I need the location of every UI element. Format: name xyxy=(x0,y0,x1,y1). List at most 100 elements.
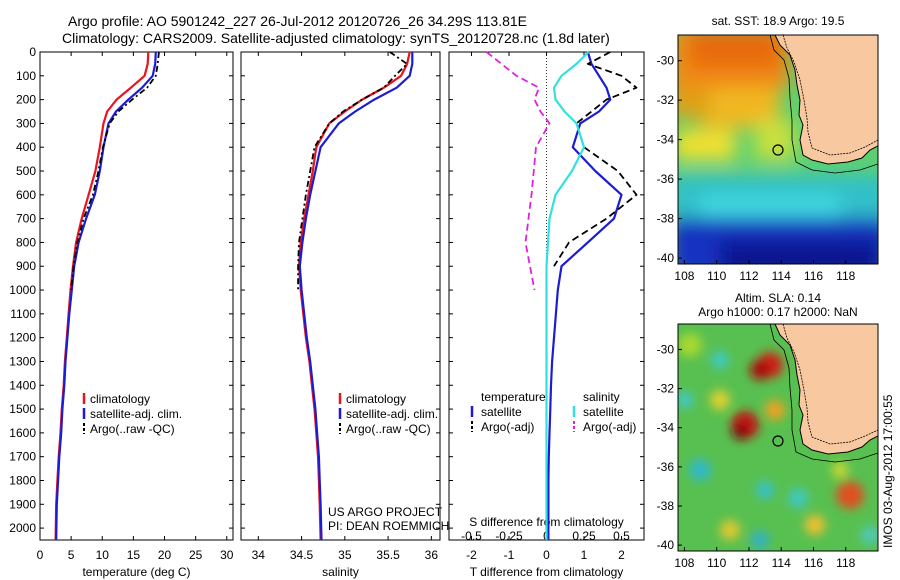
sla-map-axes: 108 110 112 114 116 118 -30 -32 -34 -36 -38 -40 xyxy=(657,342,856,570)
y-tick-label: 1200 xyxy=(9,331,36,345)
legend-label-argo: Argo(..raw -QC) xyxy=(346,422,431,436)
legend-label-climatology: climatology xyxy=(346,392,406,406)
legend-label-t-argo: Argo(-adj) xyxy=(481,420,534,434)
x-tick-label: 35 xyxy=(338,548,352,562)
series-line-satellite-adj-clim- xyxy=(55,51,157,541)
legend-label-s-argo: Argo(-adj) xyxy=(583,420,636,434)
y-tick-label: 2000 xyxy=(9,521,36,535)
x-tick-label: 25 xyxy=(189,548,203,562)
map-x-tick-label: 116 xyxy=(804,269,823,283)
temperature-plot-frame xyxy=(39,51,234,541)
salinity-profile-plot: 34 34.5 35 35.5 36 salinity xyxy=(240,51,441,579)
x-tick-label: 0 xyxy=(37,548,44,562)
y-tick-label: 1500 xyxy=(9,402,36,416)
legend-label-satellite-adj: satellite-adj. clim. xyxy=(90,407,182,421)
x-tick-label: 1 xyxy=(581,548,588,562)
sst-map-title: sat. SST: 18.9 Argo: 19.5 xyxy=(712,14,845,28)
temperature-legend: climatology satellite-adj. clim. Argo(..… xyxy=(82,392,182,436)
x-axis-label: salinity xyxy=(322,565,359,579)
series-line-climatology xyxy=(54,51,150,541)
sla-map: Altim. SLA: 0.14 Argo h1000: 0.17 h2000:… xyxy=(657,291,879,570)
map-x-tick-label: 112 xyxy=(739,269,758,283)
x-tick-label: 34.5 xyxy=(290,548,314,562)
y-tick-label: 400 xyxy=(16,140,36,154)
legend-label-s-satellite: satellite xyxy=(583,405,624,419)
map-y-tick-label: -40 xyxy=(657,251,675,265)
y-tick-label: 800 xyxy=(16,235,36,249)
legend-label-argo: Argo(..raw -QC) xyxy=(90,422,175,436)
series-line-argo-raw-qc- xyxy=(297,51,409,290)
legend-title-salinity: salinity xyxy=(583,390,620,404)
legend-label-climatology: climatology xyxy=(90,392,150,406)
x2-tick-label: -0.25 xyxy=(495,529,523,543)
sst-argo-marker xyxy=(772,144,784,156)
y-tick-label: 900 xyxy=(16,259,36,273)
x2-tick-label: 0.5 xyxy=(613,529,630,543)
map-x-tick-label: 116 xyxy=(804,556,823,570)
sst-map-axes: 108 110 112 114 116 118 -30 -32 -34 -36 -38 -40 xyxy=(657,54,856,283)
series-line-argo-adj- xyxy=(553,51,638,267)
map-x-tick-label: 114 xyxy=(772,556,791,570)
y-tick-label: 100 xyxy=(16,69,36,83)
y-tick-label: 1800 xyxy=(9,473,36,487)
series-line-argo-raw-qc- xyxy=(70,51,160,291)
x-tick-label: 5 xyxy=(68,548,75,562)
x-tick-label: -2 xyxy=(466,548,477,562)
sla-map-title-line1: Altim. SLA: 0.14 xyxy=(735,291,821,305)
x-axis-label: temperature (deg C) xyxy=(82,565,190,579)
series-line-satellite xyxy=(545,51,590,540)
map-x-tick-label: 114 xyxy=(772,269,791,283)
map-x-tick-label: 110 xyxy=(707,556,726,570)
y-tick-label: 0 xyxy=(29,45,36,59)
map-y-tick-label: -34 xyxy=(657,133,675,147)
figure-title-line1: Argo profile: AO 5901242_227 26-Jul-2012… xyxy=(68,13,527,29)
x-tick-label: 20 xyxy=(158,548,172,562)
x-tick-label: 34 xyxy=(252,548,266,562)
series-line-argo-adj- xyxy=(485,51,551,291)
x2-tick-label: 0.25 xyxy=(572,529,596,543)
map-x-tick-label: 108 xyxy=(674,556,694,570)
x-tick-label: 0 xyxy=(543,548,550,562)
map-x-tick-label: 108 xyxy=(674,269,694,283)
sla-argo-marker xyxy=(772,435,784,447)
x-tick-label: 36 xyxy=(425,548,439,562)
y-tick-label: 1400 xyxy=(9,378,36,392)
sla-map-title-line2: Argo h1000: 0.17 h2000: NaN xyxy=(698,305,857,319)
map-y-tick-label: -40 xyxy=(657,538,675,552)
x-tick-label: 2 xyxy=(618,548,625,562)
map-y-tick-label: -36 xyxy=(657,172,675,186)
map-x-tick-label: 110 xyxy=(707,269,726,283)
y-tick-label: 1600 xyxy=(9,426,36,440)
map-y-tick-label: -36 xyxy=(657,460,675,474)
y-tick-label: 1100 xyxy=(10,307,36,321)
x-tick-label: 10 xyxy=(96,548,110,562)
y-tick-label: 300 xyxy=(16,116,36,130)
map-y-tick-label: -32 xyxy=(657,382,675,396)
y-tick-label: 600 xyxy=(16,188,36,202)
credit-line1: US ARGO PROJECT xyxy=(328,505,443,519)
series-line-satellite xyxy=(547,51,623,540)
map-y-tick-label: -30 xyxy=(657,54,675,68)
x-tick-label: -1 xyxy=(504,548,515,562)
map-y-tick-label: -38 xyxy=(657,499,675,513)
y-tick-label: 700 xyxy=(16,212,36,226)
x-tick-label: 30 xyxy=(220,548,234,562)
x-tick-label: 35.5 xyxy=(376,548,400,562)
temperature-profile-plot: 0100200300400500600700800900100011001200… xyxy=(9,45,233,579)
y-tick-label: 500 xyxy=(16,164,36,178)
y-tick-label: 1300 xyxy=(9,354,36,368)
y-tick-label: 1000 xyxy=(9,283,36,297)
series-line-satellite-adj-clim- xyxy=(298,52,414,541)
legend-title-temperature: temperature xyxy=(481,390,546,404)
figure-title-line2: Climatology: CARS2009. Satellite-adjuste… xyxy=(62,30,610,46)
map-x-tick-label: 118 xyxy=(836,556,855,570)
map-y-tick-label: -30 xyxy=(657,342,675,356)
sst-map: sat. SST: 18.9 Argo: 19.5 108 110 112 11 xyxy=(657,14,879,283)
y-tick-label: 1700 xyxy=(9,450,36,464)
map-x-tick-label: 118 xyxy=(836,269,855,283)
credit-line2: PI: DEAN ROEMMICH xyxy=(328,519,449,533)
salinity-legend: climatology satellite-adj. clim. Argo(..… xyxy=(338,392,438,436)
legend-label-t-satellite: satellite xyxy=(481,405,522,419)
difference-profile-plot: -2 -1 0 1 2-0.5 -0.25 0 0.25 0.5S difference fro… xyxy=(448,51,645,579)
